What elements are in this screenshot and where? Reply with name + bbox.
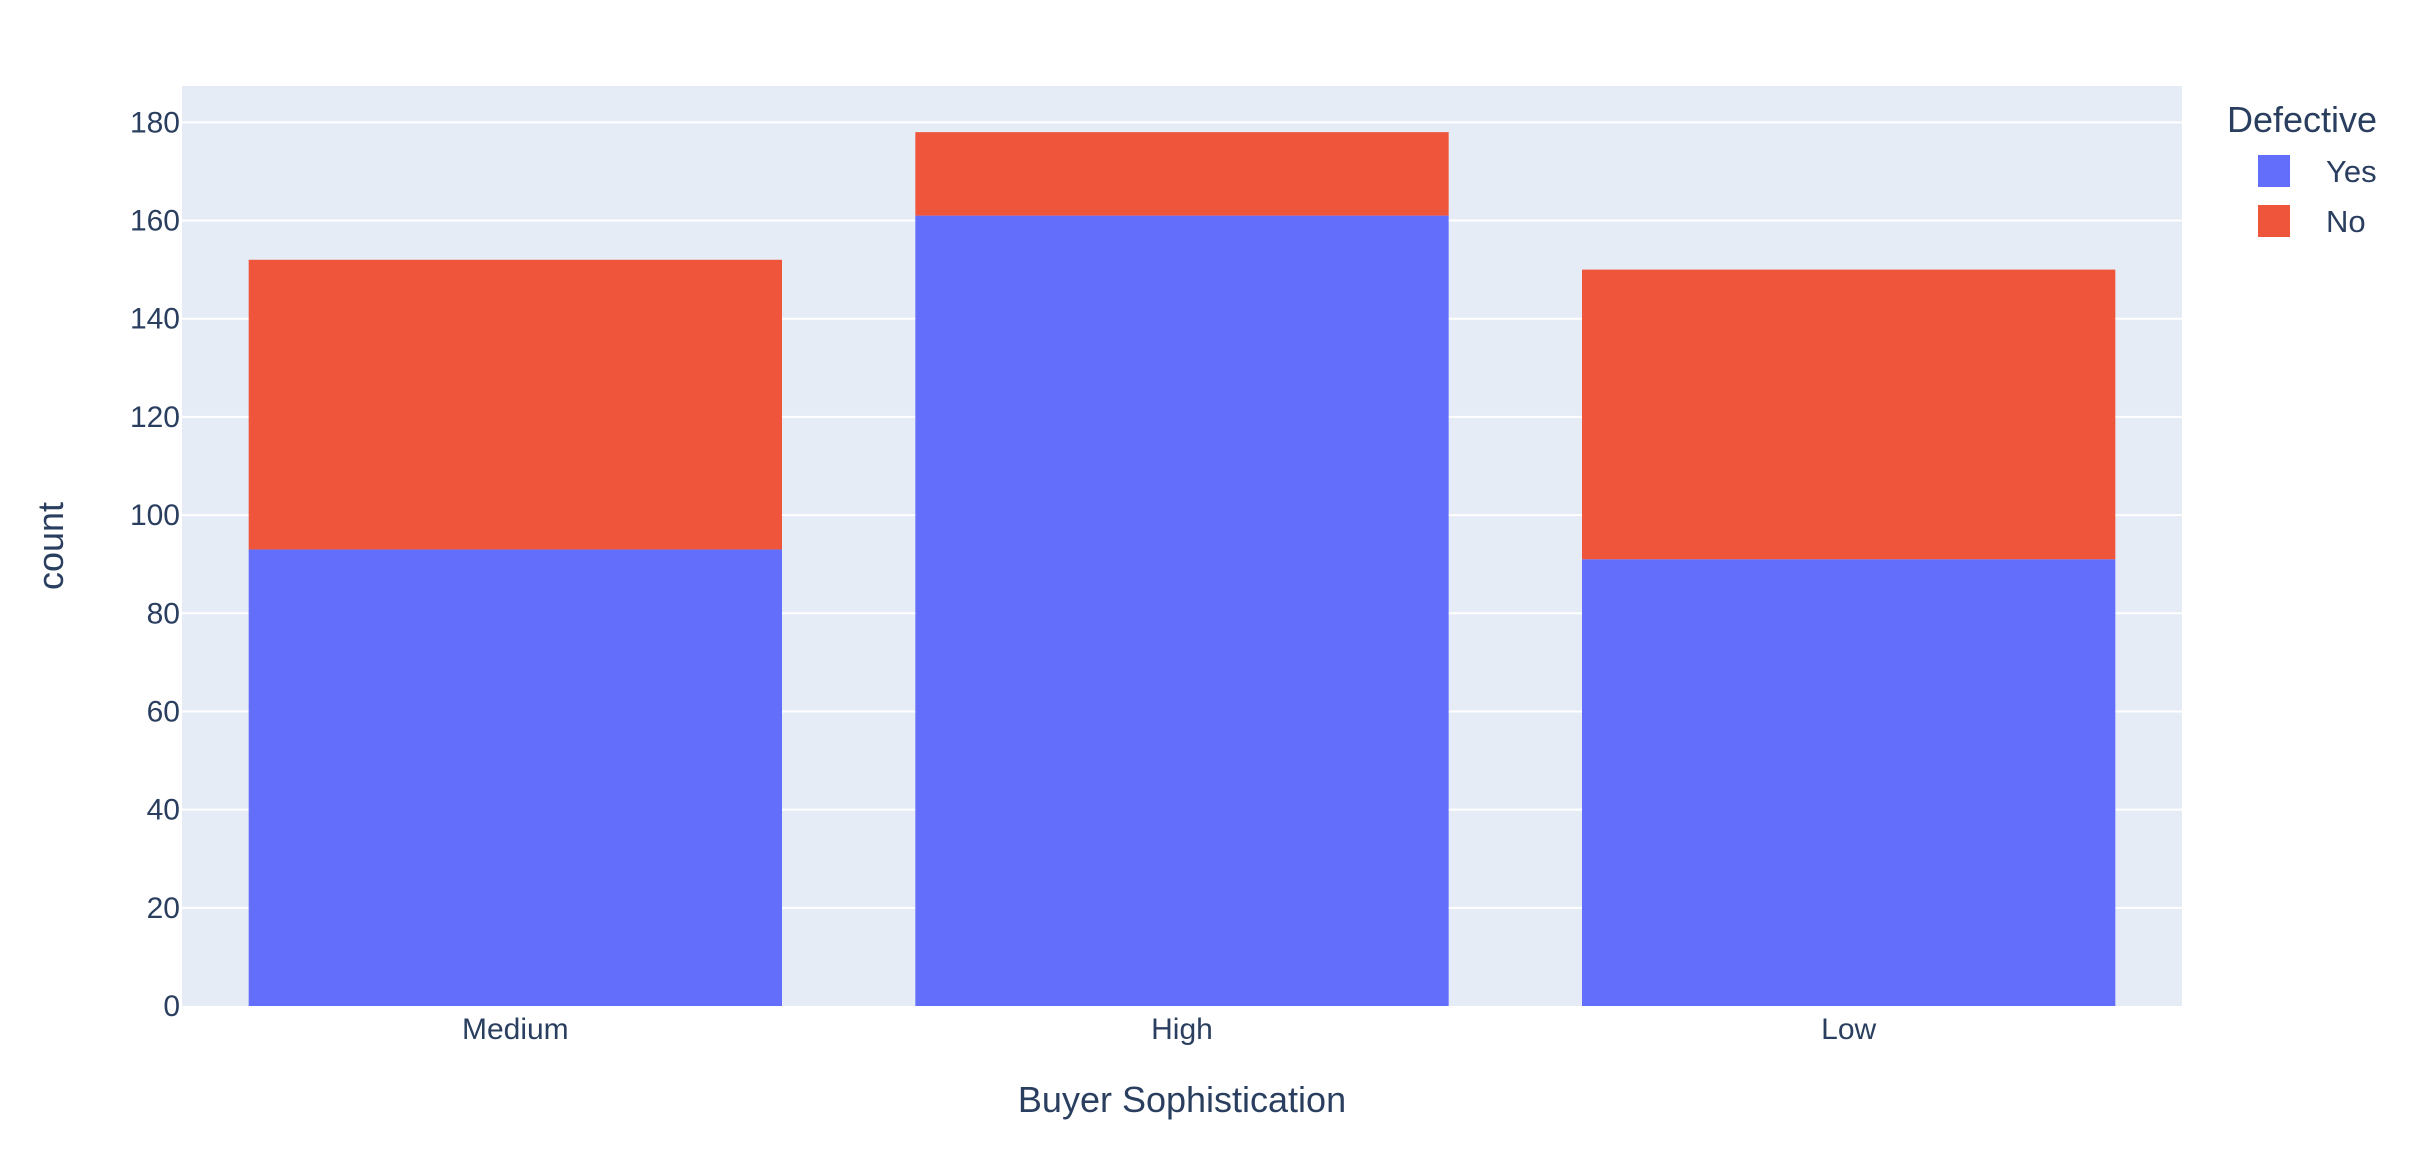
legend-swatch-yes xyxy=(2258,155,2290,187)
x-tick-label: Low xyxy=(1821,1013,1876,1046)
y-axis-title: count xyxy=(30,502,71,590)
y-tick-label: 160 xyxy=(130,205,180,238)
y-tick-label: 80 xyxy=(147,597,180,630)
legend-label-yes: Yes xyxy=(2326,154,2377,189)
legend-title: Defective xyxy=(2227,99,2377,140)
y-tick-label: 100 xyxy=(130,499,180,532)
y-tick-label: 60 xyxy=(147,695,180,728)
y-axis-ticks: 0 20 40 60 80 100 120 140 160 180 xyxy=(130,106,180,1023)
x-axis-title: Buyer Sophistication xyxy=(1018,1079,1346,1120)
legend-swatch-no xyxy=(2258,205,2290,237)
y-tick-label: 140 xyxy=(130,303,180,336)
x-axis-ticks: Medium High Low xyxy=(462,1013,1877,1046)
bar-no-high xyxy=(915,132,1449,216)
bar-no-medium xyxy=(248,259,782,550)
x-tick-label: High xyxy=(1151,1013,1213,1046)
x-tick-label: Medium xyxy=(462,1013,569,1046)
bars xyxy=(248,132,2116,1007)
legend: Defective Yes No xyxy=(2227,99,2377,239)
y-tick-label: 180 xyxy=(130,106,180,139)
y-tick-label: 40 xyxy=(147,794,180,827)
y-tick-label: 20 xyxy=(147,892,180,925)
bar-no-low xyxy=(1582,269,2116,560)
bar-yes-medium xyxy=(248,549,782,1006)
y-tick-label: 0 xyxy=(163,990,180,1023)
legend-label-no: No xyxy=(2326,204,2366,239)
bar-yes-high xyxy=(915,215,1449,1007)
y-tick-label: 120 xyxy=(130,401,180,434)
bar-yes-low xyxy=(1582,559,2116,1006)
